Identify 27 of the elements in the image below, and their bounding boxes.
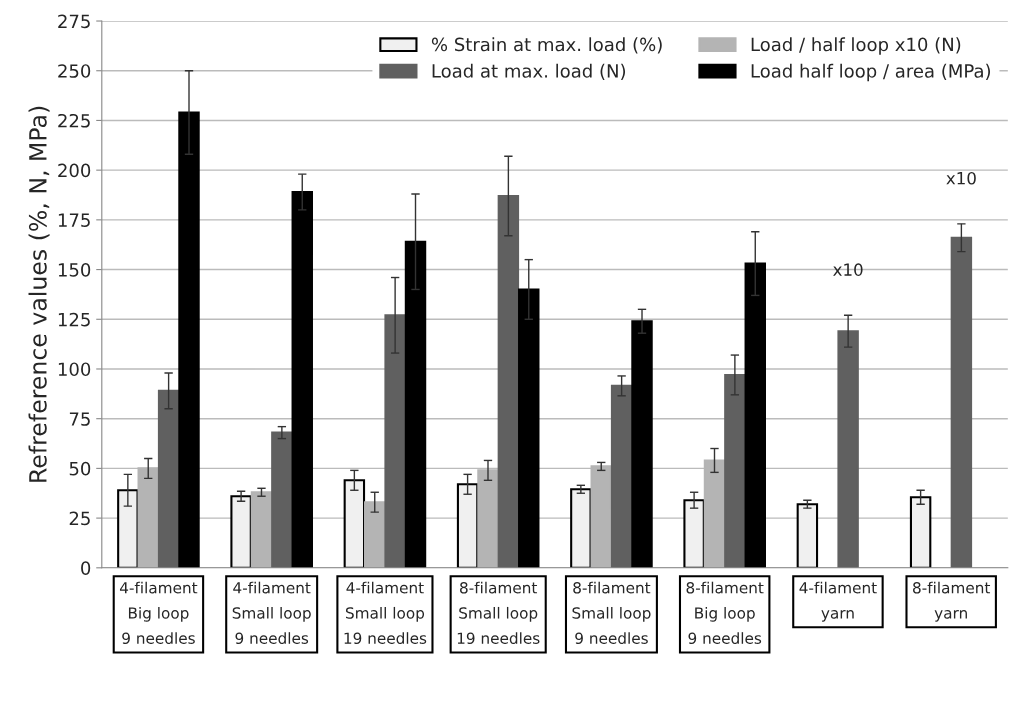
legend-label: % Strain at max. load (%) xyxy=(431,37,662,54)
x-tick-label: 4-filament Big loop 9 needles xyxy=(119,581,198,644)
y-tick-label: 250 xyxy=(58,64,91,78)
x-tick-label: 8-filament Small loop 9 needles xyxy=(572,581,651,644)
y-tick-label: 100 xyxy=(58,362,91,377)
y-tick-label: 225 xyxy=(58,113,90,128)
x-tick-label: 4-filament Small loop 19 needles xyxy=(344,581,427,644)
y-tick-label: 175 xyxy=(58,213,90,227)
x-tick-label: 8-filament Small loop 19 needles xyxy=(457,581,540,644)
legend-label: Load half loop / area (MPa) xyxy=(751,63,991,82)
annotation: x10 xyxy=(946,171,976,185)
y-axis-title: Refreference values (%, N, MPa) xyxy=(28,106,50,482)
y-tick-label: 25 xyxy=(69,511,90,526)
y-tick-label: 275 xyxy=(58,14,90,29)
x-tick-label: 4-filament yarn xyxy=(799,581,877,622)
annotation: x10 xyxy=(833,263,863,276)
x-tick-label: 8-filament Big loop 9 needles xyxy=(686,581,764,644)
y-tick-label: 125 xyxy=(58,312,90,327)
x-tick-label: 8-filament yarn xyxy=(913,581,991,622)
y-tick-label: 0 xyxy=(81,561,91,575)
legend-label: Load at max. load (N) xyxy=(432,63,626,80)
y-tick-label: 200 xyxy=(58,163,91,178)
y-tick-label: 75 xyxy=(69,412,90,426)
y-tick-label: 150 xyxy=(58,263,91,277)
y-tick-label: 50 xyxy=(69,461,91,476)
x-tick-label: 4-filament Small loop 9 needles xyxy=(232,581,311,644)
legend-label: Load / half loop x10 (N) xyxy=(751,37,961,55)
